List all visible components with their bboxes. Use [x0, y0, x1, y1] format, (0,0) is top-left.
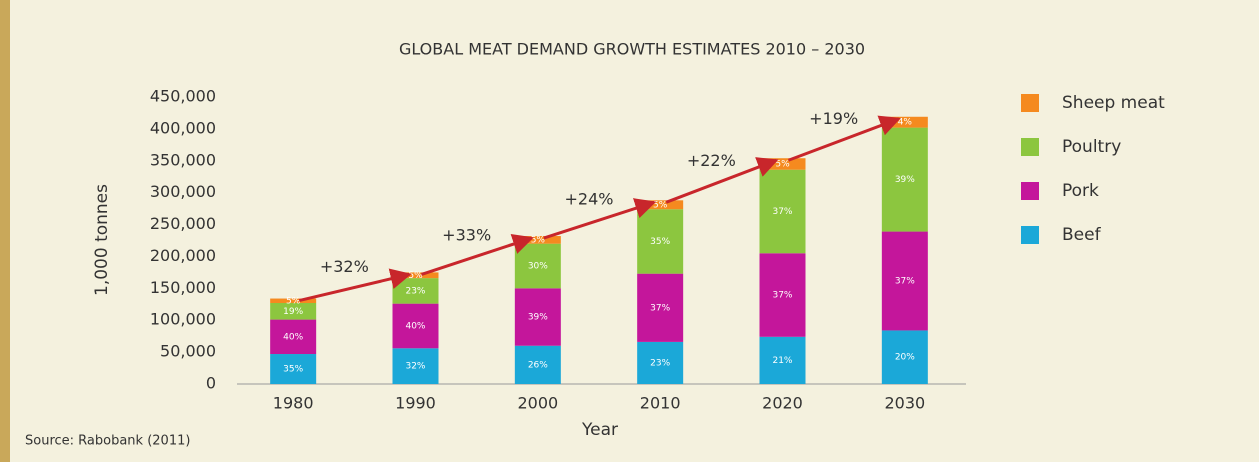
- segment-percent-label: 23%: [650, 358, 670, 368]
- y-tick-label: 200,000: [150, 246, 216, 265]
- bar-segment: [270, 354, 317, 384]
- growth-arrow: [665, 157, 779, 204]
- bar-segment: [881, 127, 928, 232]
- segment-percent-label: 37%: [772, 207, 792, 217]
- x-tick-label: 2010: [640, 394, 681, 413]
- growth-label: +32%: [320, 257, 369, 276]
- bar-segment: [514, 288, 561, 346]
- x-tick-label: 2030: [884, 394, 925, 413]
- y-tick-label: 0: [206, 374, 216, 393]
- bar-segment: [637, 200, 684, 210]
- segment-percent-label: 5%: [286, 296, 301, 306]
- y-axis-label: 1,000 tonnes: [92, 184, 112, 296]
- growth-label: +33%: [442, 226, 491, 245]
- legend-swatch: [1021, 226, 1039, 244]
- segment-percent-label: 5%: [653, 200, 668, 210]
- segment-percent-label: 39%: [528, 313, 548, 323]
- legend-swatch: [1021, 138, 1039, 156]
- segment-percent-label: 21%: [772, 356, 792, 366]
- segment-percent-label: 40%: [405, 321, 425, 331]
- bar-segment: [881, 330, 928, 384]
- segment-percent-label: 23%: [405, 286, 425, 296]
- bar-segment: [514, 345, 561, 384]
- y-tick-label: 400,000: [150, 118, 216, 137]
- x-tick-label: 1980: [273, 394, 314, 413]
- growth-label: +22%: [687, 151, 736, 170]
- bar-segment: [637, 209, 684, 274]
- bar-segment: [392, 303, 439, 349]
- bar-segment: [637, 341, 684, 384]
- legend-label: Poultry: [1062, 137, 1121, 157]
- segment-percent-label: 5%: [775, 159, 790, 169]
- bar-segment: [759, 158, 806, 170]
- growth-arrow: [787, 115, 901, 162]
- chart-title: GLOBAL MEAT DEMAND GROWTH ESTIMATES 2010…: [399, 40, 865, 59]
- segment-percent-label: 20%: [895, 353, 915, 363]
- segment-percent-label: 5%: [531, 235, 546, 245]
- legend-label: Pork: [1062, 181, 1099, 201]
- segment-percent-label: 26%: [528, 360, 548, 370]
- y-tick-label: 300,000: [150, 182, 216, 201]
- y-tick-label: 350,000: [150, 150, 216, 169]
- segment-percent-label: 37%: [772, 291, 792, 301]
- bar-segment: [637, 273, 684, 342]
- bar-segment: [881, 231, 928, 331]
- segment-percent-label: 35%: [283, 365, 303, 375]
- bar-segment: [270, 303, 317, 320]
- bar-segment: [759, 253, 806, 337]
- bar-segment: [270, 319, 317, 355]
- y-tick-label: 250,000: [150, 214, 216, 233]
- legend-swatch: [1021, 182, 1039, 200]
- bar-segment: [270, 298, 317, 304]
- segment-percent-label: 5%: [408, 271, 423, 281]
- segment-percent-label: 37%: [650, 303, 670, 313]
- bar-segment: [759, 336, 806, 384]
- bar-segment: [392, 272, 439, 279]
- left-edge: [0, 0, 10, 462]
- legend-label: Sheep meat: [1062, 93, 1165, 113]
- segment-percent-label: 32%: [405, 362, 425, 372]
- bar-segment: [759, 169, 806, 254]
- x-tick-label: 2020: [762, 394, 803, 413]
- segment-percent-label: 37%: [895, 276, 915, 286]
- segment-percent-label: 4%: [898, 118, 913, 128]
- growth-label: +19%: [809, 109, 858, 128]
- y-tick-label: 50,000: [160, 342, 216, 361]
- growth-label: +24%: [565, 190, 614, 209]
- y-tick-label: 100,000: [150, 310, 216, 329]
- segment-percent-label: 19%: [283, 307, 303, 317]
- y-tick-label: 450,000: [150, 87, 216, 106]
- segment-percent-label: 39%: [895, 175, 915, 185]
- segment-percent-label: 40%: [283, 332, 303, 342]
- legend-label: Beef: [1062, 225, 1102, 245]
- bar-segment: [392, 348, 439, 384]
- legend-swatch: [1021, 94, 1039, 112]
- source: Source: Rabobank (2011): [25, 434, 190, 449]
- segment-percent-label: 30%: [528, 262, 548, 272]
- x-tick-label: 2000: [517, 394, 558, 413]
- x-axis-label: Year: [581, 420, 618, 440]
- growth-arrow: [298, 268, 412, 302]
- growth-arrow: [543, 198, 657, 240]
- y-tick-label: 150,000: [150, 278, 216, 297]
- segment-percent-label: 35%: [650, 237, 670, 247]
- growth-arrow: [421, 233, 534, 276]
- x-tick-label: 1990: [395, 394, 436, 413]
- bar-segment: [514, 236, 561, 244]
- bar-segment: [881, 116, 928, 128]
